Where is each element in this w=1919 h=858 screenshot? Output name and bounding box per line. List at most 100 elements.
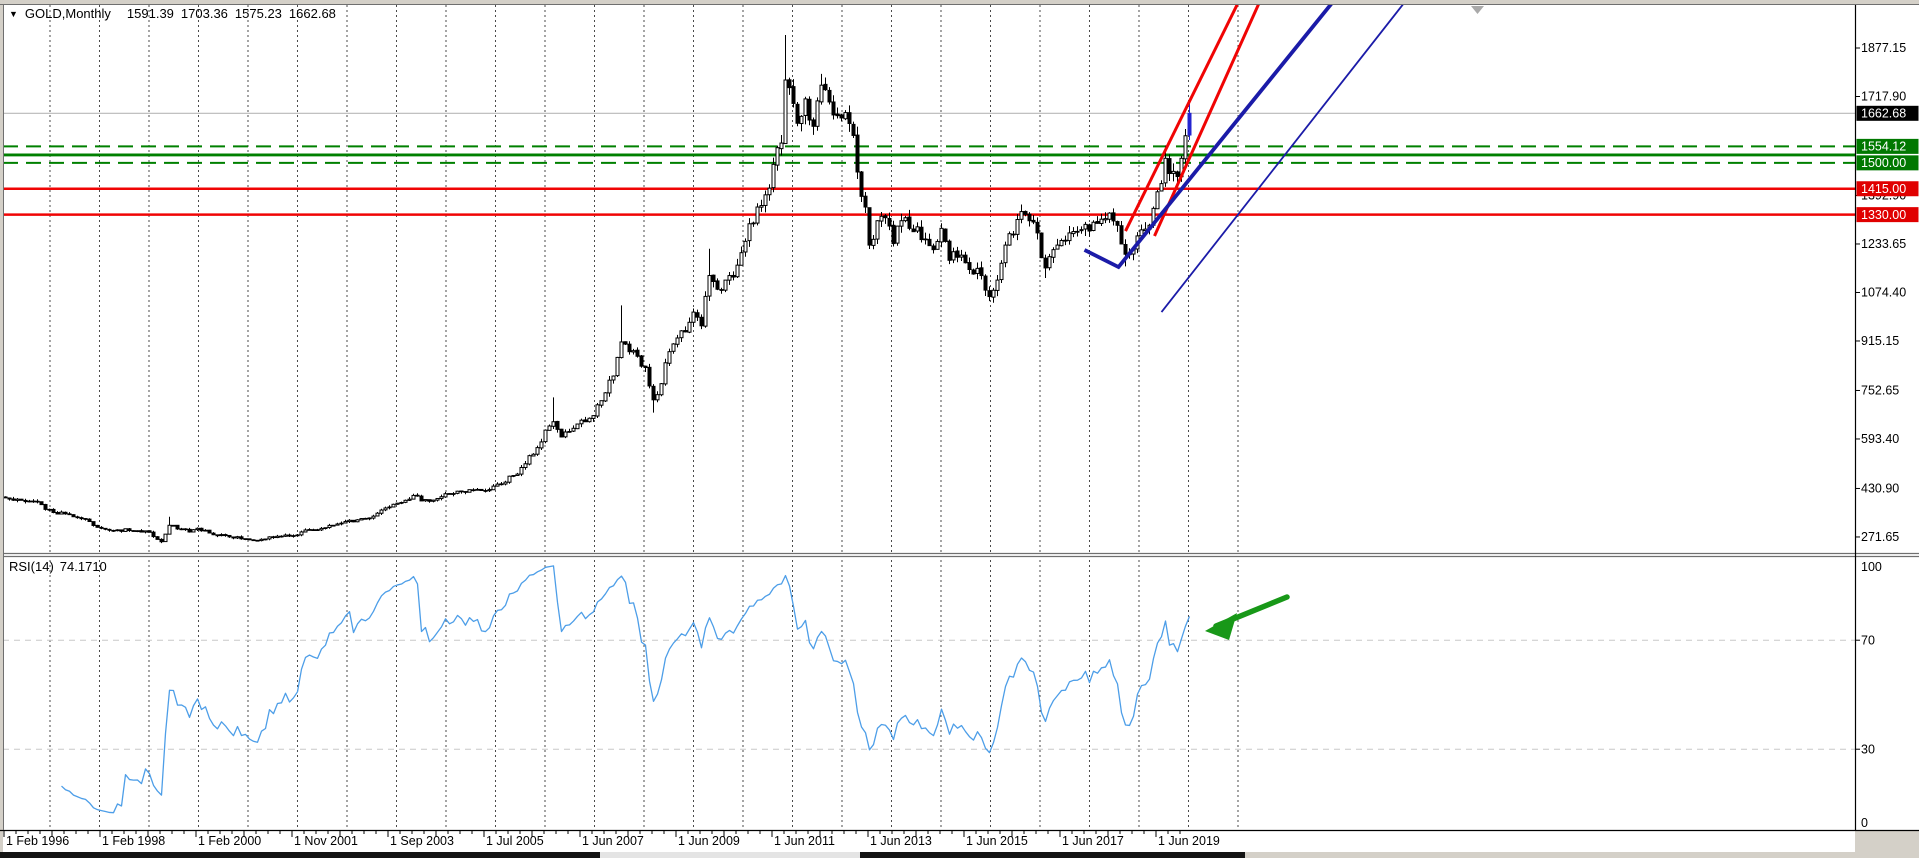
candle-body: [759, 205, 764, 208]
candle-body: [683, 330, 688, 333]
candle-body: [771, 163, 776, 189]
candle-body: [315, 529, 320, 532]
candle-body: [95, 524, 100, 528]
candle-body: [587, 417, 592, 423]
rsi-axis-label: 30: [1861, 742, 1875, 756]
candle-body: [35, 500, 40, 503]
candle-body: [763, 194, 768, 206]
candle-body: [975, 267, 980, 274]
candle-body: [931, 245, 936, 251]
date-label: 1 Jun 2013: [870, 834, 932, 848]
candle-body: [43, 503, 48, 510]
candle-body: [707, 275, 712, 297]
candle-body: [415, 494, 420, 497]
candle-body: [231, 536, 236, 539]
candle-body: [47, 508, 52, 511]
candle-body: [71, 514, 76, 518]
date-label: 1 Sep 2003: [390, 834, 454, 848]
candle-body: [367, 517, 372, 520]
symbol-period-label: GOLD,Monthly: [24, 6, 111, 21]
blue-trendline-thin[interactable]: [1160, 0, 1407, 313]
candle-body: [207, 529, 212, 534]
horizontal-levels[interactable]: [3, 145, 1855, 216]
candle-body: [487, 489, 492, 492]
candle-body: [547, 425, 552, 431]
candle-body: [731, 274, 736, 278]
candle-body: [331, 524, 336, 527]
chart-shift-marker-icon[interactable]: [1471, 6, 1484, 14]
candle-body: [511, 475, 516, 477]
candle-body: [895, 225, 900, 244]
price-axis[interactable]: 1877.151717.901392.901233.651074.40915.1…: [1856, 41, 1906, 544]
candle-body: [959, 254, 964, 258]
candle-body: [143, 530, 148, 533]
candle-body: [483, 490, 488, 492]
candle-body: [955, 250, 960, 258]
rsi-axis[interactable]: 100 70 30 0: [1856, 560, 1882, 830]
candle-body: [559, 428, 564, 438]
candle-body: [879, 215, 884, 222]
trendlines[interactable]: [1083, 0, 1407, 313]
candle-body: [655, 394, 660, 401]
candle-body: [815, 100, 820, 127]
candle-body: [111, 529, 116, 532]
candle-body: [1035, 221, 1040, 234]
candle-body: [803, 98, 808, 116]
candle-body: [3, 496, 8, 499]
date-axis-area[interactable]: [3, 831, 1855, 852]
candle-body: [699, 316, 704, 327]
candle-body: [795, 103, 800, 124]
candle-body: [687, 321, 692, 333]
candle-body: [139, 530, 144, 533]
candle-body: [163, 533, 168, 543]
candle-body: [427, 499, 432, 502]
collapse-triangle-icon[interactable]: ▼: [9, 9, 18, 19]
candle-body: [1095, 221, 1100, 224]
candle-body: [991, 289, 996, 298]
candle-body: [999, 262, 1004, 281]
red-trendline-2[interactable]: [1153, 0, 1261, 237]
blue-trendline-thick[interactable]: [1083, 0, 1335, 270]
candle-body: [155, 536, 160, 540]
candle-body: [39, 501, 44, 506]
candle-body: [391, 503, 396, 508]
candle-body: [1051, 249, 1056, 258]
candle-body: [1175, 171, 1180, 178]
candle-body: [983, 275, 988, 291]
candle-body: [203, 529, 208, 532]
candle-body: [943, 228, 948, 242]
candle-body: [1091, 221, 1096, 232]
green-arrow[interactable]: [1205, 594, 1290, 640]
panel-divider[interactable]: [3, 553, 1855, 557]
candle-body: [159, 538, 164, 543]
candle-body: [343, 520, 348, 524]
candle-body: [91, 521, 96, 526]
candle-body: [519, 466, 524, 475]
candle-body: [307, 529, 312, 531]
date-label: 1 Feb 2000: [198, 834, 261, 848]
candle-body: [279, 535, 284, 538]
candle-body: [123, 528, 128, 532]
candle-body: [103, 527, 108, 530]
candle-body: [419, 495, 424, 502]
candle-body: [223, 534, 228, 537]
candle-body: [1039, 232, 1044, 259]
rsi-line: [61, 565, 1191, 814]
candle-body: [1183, 135, 1188, 160]
price-badge-label: 1554.12: [1861, 140, 1906, 154]
date-axis[interactable]: 1 Feb 1996 1 Feb 1998 1 Feb 2000 1 Nov 2001…: [3, 831, 1220, 848]
price-tick-label: 593.40: [1861, 432, 1899, 446]
candle-body: [63, 511, 68, 515]
red-trendline-1[interactable]: [1124, 0, 1240, 232]
price-tick-label: 1233.65: [1861, 237, 1906, 251]
date-label: 1 Nov 2001: [294, 834, 358, 848]
candle-body: [215, 534, 220, 537]
candle-body: [1163, 157, 1168, 184]
candle-body: [7, 497, 12, 500]
candle-body: [723, 279, 728, 291]
candle-body: [691, 311, 696, 323]
date-label: 1 Jun 2019: [1158, 834, 1220, 848]
candle-body: [247, 538, 252, 541]
candle-body: [751, 222, 756, 225]
